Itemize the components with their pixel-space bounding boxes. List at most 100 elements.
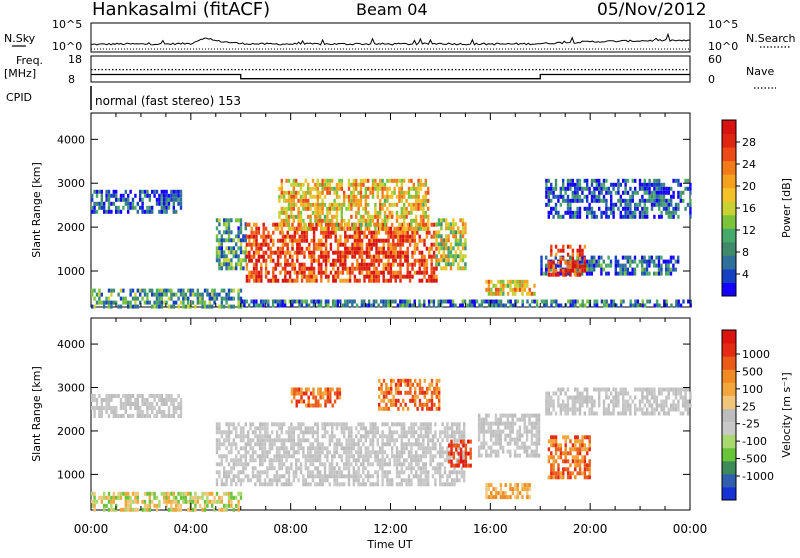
- data-cell: [397, 243, 399, 247]
- data-cell: [331, 466, 333, 470]
- data-cell: [579, 463, 581, 467]
- data-cell: [362, 422, 364, 426]
- data-cell: [648, 183, 650, 187]
- data-cell: [249, 458, 251, 462]
- data-cell: [572, 191, 574, 195]
- data-cell: [413, 426, 415, 430]
- data-cell: [326, 179, 328, 183]
- data-cell: [348, 474, 350, 478]
- data-cell: [425, 195, 427, 199]
- data-cell: [272, 271, 274, 275]
- data-cell: [233, 422, 235, 426]
- data-cell: [591, 408, 593, 412]
- data-cell: [405, 482, 407, 486]
- data-cell: [341, 187, 343, 191]
- data-cell: [273, 474, 275, 478]
- data-cell: [555, 273, 557, 277]
- data-cell: [306, 247, 308, 251]
- data-cell: [634, 304, 636, 308]
- data-cell: [381, 219, 383, 223]
- data-cell: [395, 271, 397, 275]
- data-cell: [374, 223, 376, 227]
- data-cell: [134, 206, 136, 210]
- data-cell: [243, 304, 245, 308]
- data-cell: [165, 398, 167, 402]
- data-cell: [233, 474, 235, 478]
- data-cell: [333, 470, 335, 474]
- data-cell: [405, 466, 407, 470]
- data-cell: [545, 404, 547, 408]
- data-cell: [401, 442, 403, 446]
- data-cell: [426, 263, 428, 267]
- data-cell: [410, 466, 412, 470]
- data-cell: [488, 483, 490, 487]
- data-cell: [360, 227, 362, 231]
- data-cell: [445, 222, 447, 226]
- data-cell: [283, 219, 285, 223]
- data-cell: [312, 478, 314, 482]
- data-cell: [113, 410, 115, 414]
- data-cell: [187, 297, 189, 301]
- data-cell: [168, 289, 170, 293]
- data-cell: [399, 279, 401, 283]
- data-cell: [663, 300, 665, 304]
- data-cell: [680, 388, 682, 392]
- data-cell: [225, 446, 227, 450]
- data-cell: [567, 183, 569, 187]
- data-cell: [389, 470, 391, 474]
- data-cell: [560, 269, 562, 273]
- data-cell: [588, 207, 590, 211]
- data-cell: [263, 235, 265, 239]
- data-cell: [425, 203, 427, 207]
- data-cell: [459, 242, 461, 246]
- data-cell: [572, 459, 574, 463]
- data-cell: [377, 426, 379, 430]
- data-cell: [168, 410, 170, 414]
- data-cell: [500, 442, 502, 446]
- data-cell: [362, 207, 364, 211]
- data-cell: [314, 450, 316, 454]
- data-cell: [490, 450, 492, 454]
- data-cell: [598, 396, 600, 400]
- data-cell: [410, 470, 412, 474]
- data-cell: [237, 301, 239, 305]
- data-cell: [168, 406, 170, 410]
- data-cell: [314, 207, 316, 211]
- data-cell: [462, 304, 464, 308]
- data-cell: [413, 454, 415, 458]
- data-cell: [641, 408, 643, 412]
- data-cell: [427, 223, 429, 227]
- data-cell: [221, 246, 223, 250]
- data-cell: [350, 195, 352, 199]
- data-cell: [216, 446, 218, 450]
- data-cell: [319, 207, 321, 211]
- data-cell: [677, 408, 679, 412]
- data-cell: [651, 392, 653, 396]
- data-cell: [410, 219, 412, 223]
- data-cell: [294, 300, 296, 304]
- data-cell: [348, 434, 350, 438]
- data-cell: [639, 179, 641, 183]
- data-cell: [431, 383, 433, 387]
- data-cell: [223, 454, 225, 458]
- data-cell: [435, 275, 437, 279]
- data-cell: [245, 446, 247, 450]
- data-cell: [550, 249, 552, 253]
- data-cell: [396, 422, 398, 426]
- data-cell: [365, 434, 367, 438]
- data-cell: [677, 207, 679, 211]
- data-cell: [187, 305, 189, 309]
- data-cell: [545, 392, 547, 396]
- data-cell: [180, 293, 182, 297]
- data-cell: [391, 446, 393, 450]
- data-cell: [440, 226, 442, 230]
- data-cell: [289, 279, 291, 283]
- data-cell: [257, 470, 259, 474]
- data-cell: [251, 255, 253, 259]
- data-cell: [315, 247, 317, 251]
- data-cell: [309, 450, 311, 454]
- data-cell: [355, 227, 357, 231]
- data-cell: [363, 231, 365, 235]
- data-cell: [417, 191, 419, 195]
- data-cell: [257, 442, 259, 446]
